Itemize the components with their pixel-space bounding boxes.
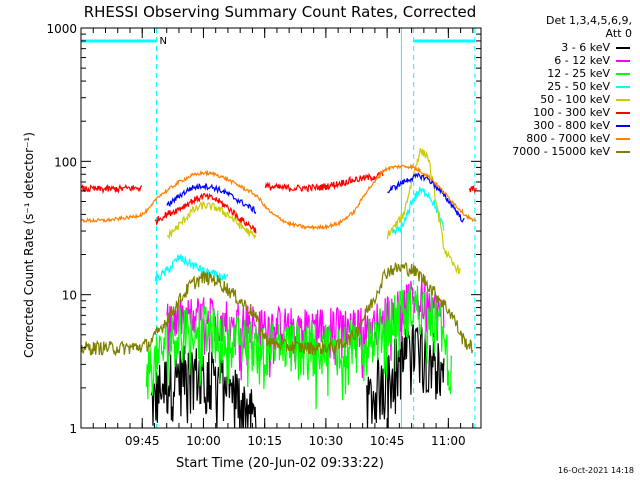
x-tick-label-1: 10:00 xyxy=(186,434,221,448)
timestamp: 16-Oct-2021 14:18 xyxy=(558,466,634,475)
series-line-0 xyxy=(150,324,445,429)
legend-entry-7: 800 - 7000 keV xyxy=(526,132,630,145)
legend-entry-0: 3 - 6 keV xyxy=(561,41,630,54)
x-tick-label-2: 10:15 xyxy=(247,434,282,448)
legend-label: 12 - 25 keV xyxy=(547,67,610,80)
detector-label: Det 1,3,4,5,6,9, xyxy=(545,14,632,27)
axis-frame xyxy=(80,27,482,429)
y-tick-label-1: 10 xyxy=(62,289,77,303)
legend-swatch xyxy=(616,137,630,140)
legend-entry-3: 25 - 50 keV xyxy=(547,80,630,93)
series-line-7 xyxy=(80,163,477,231)
legend-swatch xyxy=(616,111,630,114)
legend-swatch xyxy=(616,85,630,88)
legend-entry-1: 6 - 12 keV xyxy=(554,54,630,67)
x-tick-label-4: 10:45 xyxy=(370,434,405,448)
x-tick-label-0: 09:45 xyxy=(125,434,160,448)
legend-swatch xyxy=(616,124,630,127)
y-tick-label-2: 100 xyxy=(54,155,77,169)
x-tick-label-5: 11:00 xyxy=(431,434,466,448)
series-line-2 xyxy=(145,285,453,410)
y-tick-label-3: 1000 xyxy=(46,22,77,36)
legend-label: 6 - 12 keV xyxy=(554,54,610,67)
plot-area: N 09:45 10:00 10:15 10:30 10:45 11:00 1 10 100 100… xyxy=(46,22,482,448)
series-line-3 xyxy=(154,186,445,282)
chart-title: RHESSI Observing Summary Count Rates, Co… xyxy=(84,3,477,21)
night-flag-label: N xyxy=(160,36,167,47)
legend-swatch xyxy=(616,150,630,153)
series-line-8 xyxy=(80,262,474,357)
legend-swatch xyxy=(616,72,630,75)
x-tick-label-3: 10:30 xyxy=(309,434,344,448)
legend-swatch xyxy=(616,46,630,49)
legend-entry-5: 100 - 300 keV xyxy=(533,106,630,119)
series-line-6 xyxy=(166,172,465,223)
legend-entry-2: 12 - 25 keV xyxy=(547,67,630,80)
legend-label: 7000 - 15000 keV xyxy=(512,145,610,158)
legend-entry-4: 50 - 100 keV xyxy=(540,93,630,106)
legend-entry-8: 7000 - 15000 keV xyxy=(512,145,630,158)
y-axis-label: Corrected Count Rate (s⁻¹ detector⁻¹) xyxy=(22,132,36,358)
legend-label: 100 - 300 keV xyxy=(533,106,610,119)
y-tick-label-0: 1 xyxy=(69,422,77,436)
legend-label: 300 - 800 keV xyxy=(533,119,610,132)
series-line-5 xyxy=(80,170,477,234)
legend-label: 25 - 50 keV xyxy=(547,80,610,93)
series-line-4 xyxy=(166,147,461,275)
legend-label: 800 - 7000 keV xyxy=(526,132,610,145)
legend-label: 3 - 6 keV xyxy=(561,41,610,54)
legend-entry-6: 300 - 800 keV xyxy=(533,119,630,132)
attenuator-label: Att 0 xyxy=(605,27,632,40)
x-axis-label: Start Time (20-Jun-02 09:33:22) xyxy=(176,456,384,471)
legend-label: 50 - 100 keV xyxy=(540,93,610,106)
legend-swatch xyxy=(616,59,630,62)
legend-swatch xyxy=(616,98,630,101)
